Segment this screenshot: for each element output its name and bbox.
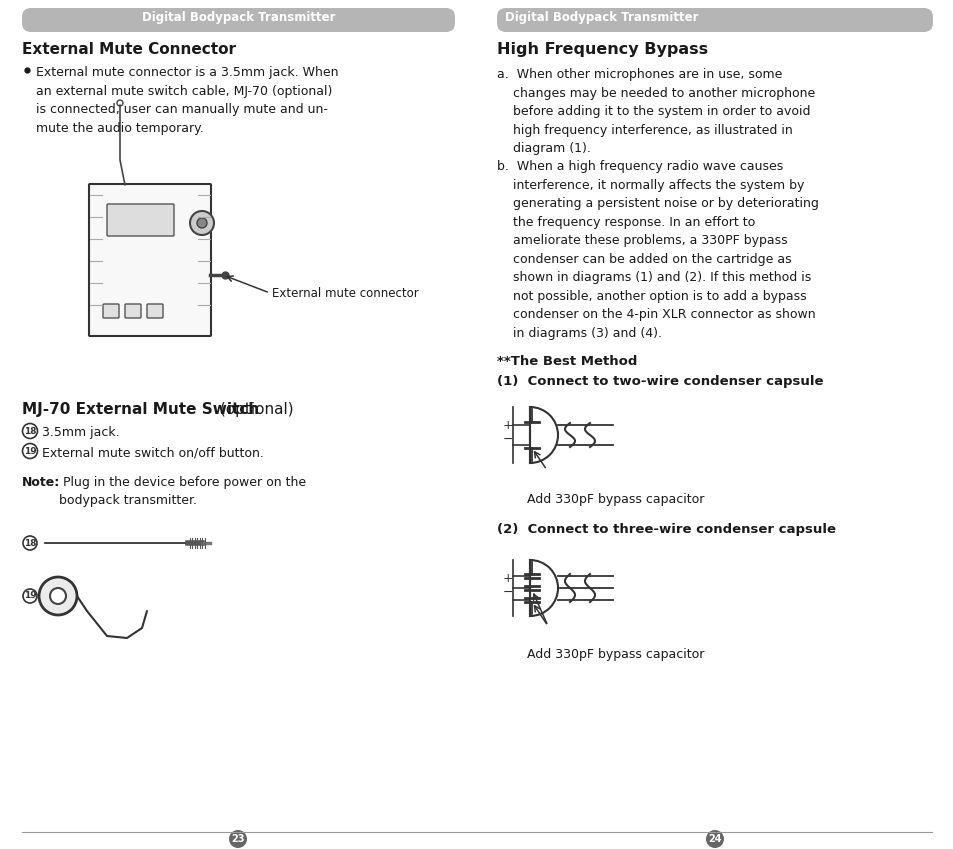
FancyBboxPatch shape (22, 8, 455, 32)
Text: Note:: Note: (22, 476, 60, 489)
Wedge shape (530, 407, 558, 463)
Text: a.  When other microphones are in use, some
    changes may be needed to another: a. When other microphones are in use, so… (497, 68, 815, 155)
Circle shape (229, 830, 247, 848)
Circle shape (50, 588, 66, 604)
Text: +: + (502, 419, 513, 431)
Text: MJ-70 External Mute Switch: MJ-70 External Mute Switch (22, 402, 259, 417)
Circle shape (190, 211, 213, 235)
FancyBboxPatch shape (103, 304, 119, 318)
Text: Plug in the device before power on the
bodypack transmitter.: Plug in the device before power on the b… (59, 476, 306, 507)
Text: 18: 18 (24, 538, 36, 548)
Text: External Mute Connector: External Mute Connector (22, 42, 235, 57)
Text: Digital Bodypack Transmitter: Digital Bodypack Transmitter (504, 11, 698, 24)
Circle shape (23, 424, 37, 438)
Text: 24: 24 (707, 834, 721, 844)
Text: 3.5mm jack.: 3.5mm jack. (42, 426, 119, 439)
Text: −: − (502, 432, 513, 446)
Text: Add 330pF bypass capacitor: Add 330pF bypass capacitor (526, 648, 703, 661)
Circle shape (705, 830, 723, 848)
Text: Add 330pF bypass capacitor: Add 330pF bypass capacitor (526, 493, 703, 506)
Text: +: + (502, 571, 513, 584)
Text: External mute connector is a 3.5mm jack. When
an external mute switch cable, MJ-: External mute connector is a 3.5mm jack.… (36, 66, 338, 134)
Circle shape (23, 536, 37, 550)
Text: (2)  Connect to three-wire condenser capsule: (2) Connect to three-wire condenser caps… (497, 523, 835, 536)
Text: External mute switch on/off button.: External mute switch on/off button. (42, 446, 264, 459)
Text: Digital Bodypack Transmitter: Digital Bodypack Transmitter (142, 11, 335, 24)
Text: **The Best Method: **The Best Method (497, 355, 637, 368)
Text: (1)  Connect to two-wire condenser capsule: (1) Connect to two-wire condenser capsul… (497, 375, 822, 388)
Circle shape (117, 100, 123, 106)
Text: 19: 19 (24, 592, 36, 600)
Text: High Frequency Bypass: High Frequency Bypass (497, 42, 707, 57)
Text: 18: 18 (24, 426, 36, 436)
Text: 19: 19 (24, 447, 36, 456)
Text: b.  When a high frequency radio wave causes
    interference, it normally affect: b. When a high frequency radio wave caus… (497, 160, 818, 340)
Wedge shape (530, 560, 558, 616)
FancyBboxPatch shape (107, 204, 173, 236)
FancyBboxPatch shape (125, 304, 141, 318)
Circle shape (23, 443, 37, 458)
Text: External mute connector: External mute connector (272, 287, 418, 300)
Text: −: − (502, 586, 513, 599)
FancyBboxPatch shape (89, 184, 211, 336)
Circle shape (39, 577, 77, 615)
Circle shape (23, 589, 37, 603)
FancyBboxPatch shape (147, 304, 163, 318)
Text: 23: 23 (231, 834, 245, 844)
Text: (optional): (optional) (214, 402, 294, 417)
Circle shape (196, 218, 207, 228)
FancyBboxPatch shape (497, 8, 932, 32)
